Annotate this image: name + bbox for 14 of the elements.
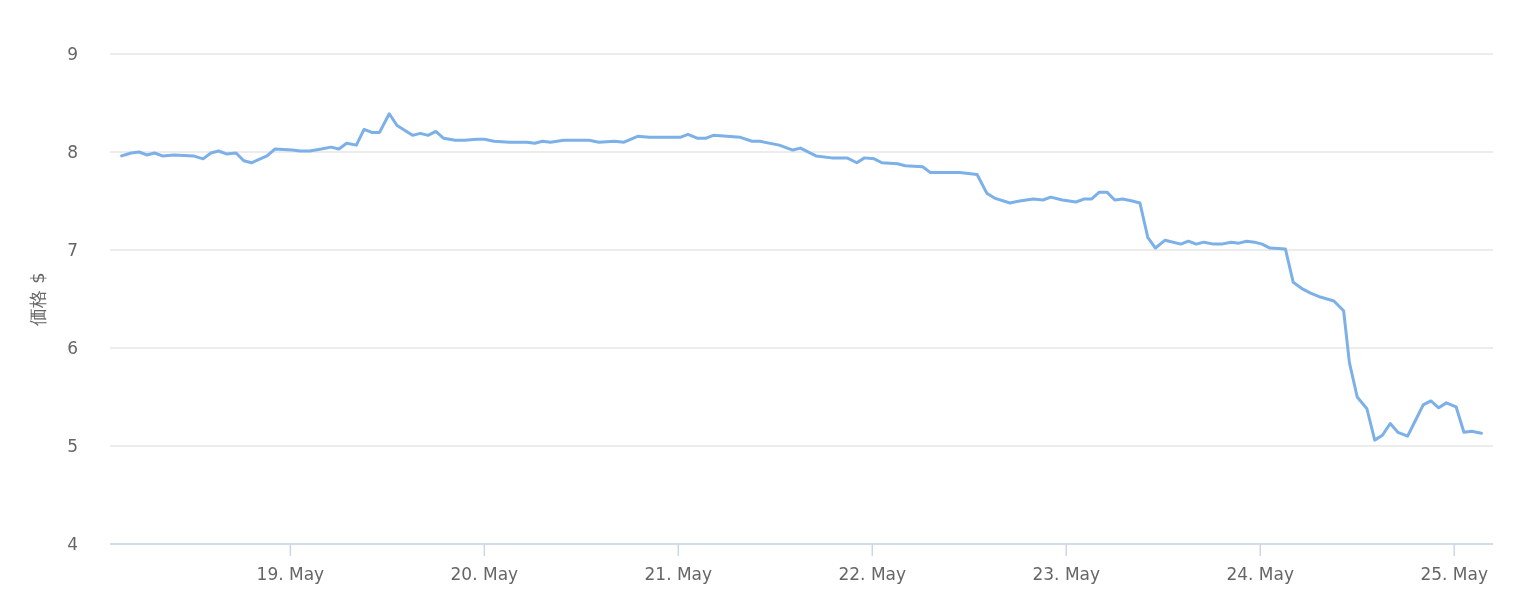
y-tick-label: 4: [67, 534, 78, 554]
y-tick-label: 5: [67, 436, 78, 456]
y-tick-label: 8: [67, 142, 78, 162]
x-tick-label: 22. May: [838, 564, 907, 584]
y-axis-title: 価格 $: [27, 272, 48, 326]
y-tick-label: 6: [67, 338, 78, 358]
x-tick-label: 19. May: [256, 564, 325, 584]
x-tick-label: 20. May: [450, 564, 519, 584]
x-tick-label: 25. May: [1420, 564, 1488, 584]
x-tick-label: 24. May: [1226, 564, 1295, 584]
y-tick-label: 7: [67, 240, 78, 260]
x-tick-label: 23. May: [1032, 564, 1101, 584]
x-tick-label: 21. May: [644, 564, 713, 584]
y-tick-label: 9: [67, 44, 78, 64]
